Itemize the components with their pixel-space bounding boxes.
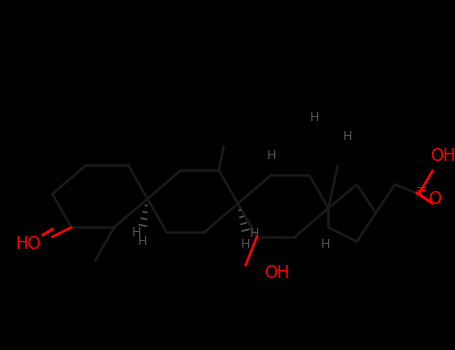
Text: H: H — [321, 238, 330, 251]
Text: H: H — [249, 228, 259, 240]
Text: H: H — [131, 226, 141, 239]
Text: H: H — [267, 149, 276, 162]
Text: =: = — [416, 184, 427, 198]
Text: O: O — [428, 190, 441, 208]
Text: H: H — [241, 238, 250, 251]
Text: H: H — [309, 111, 318, 124]
Text: H: H — [138, 235, 147, 248]
Text: H: H — [343, 131, 352, 144]
Text: OH: OH — [264, 264, 290, 282]
Text: OH: OH — [430, 147, 455, 165]
Text: HO: HO — [15, 236, 41, 253]
